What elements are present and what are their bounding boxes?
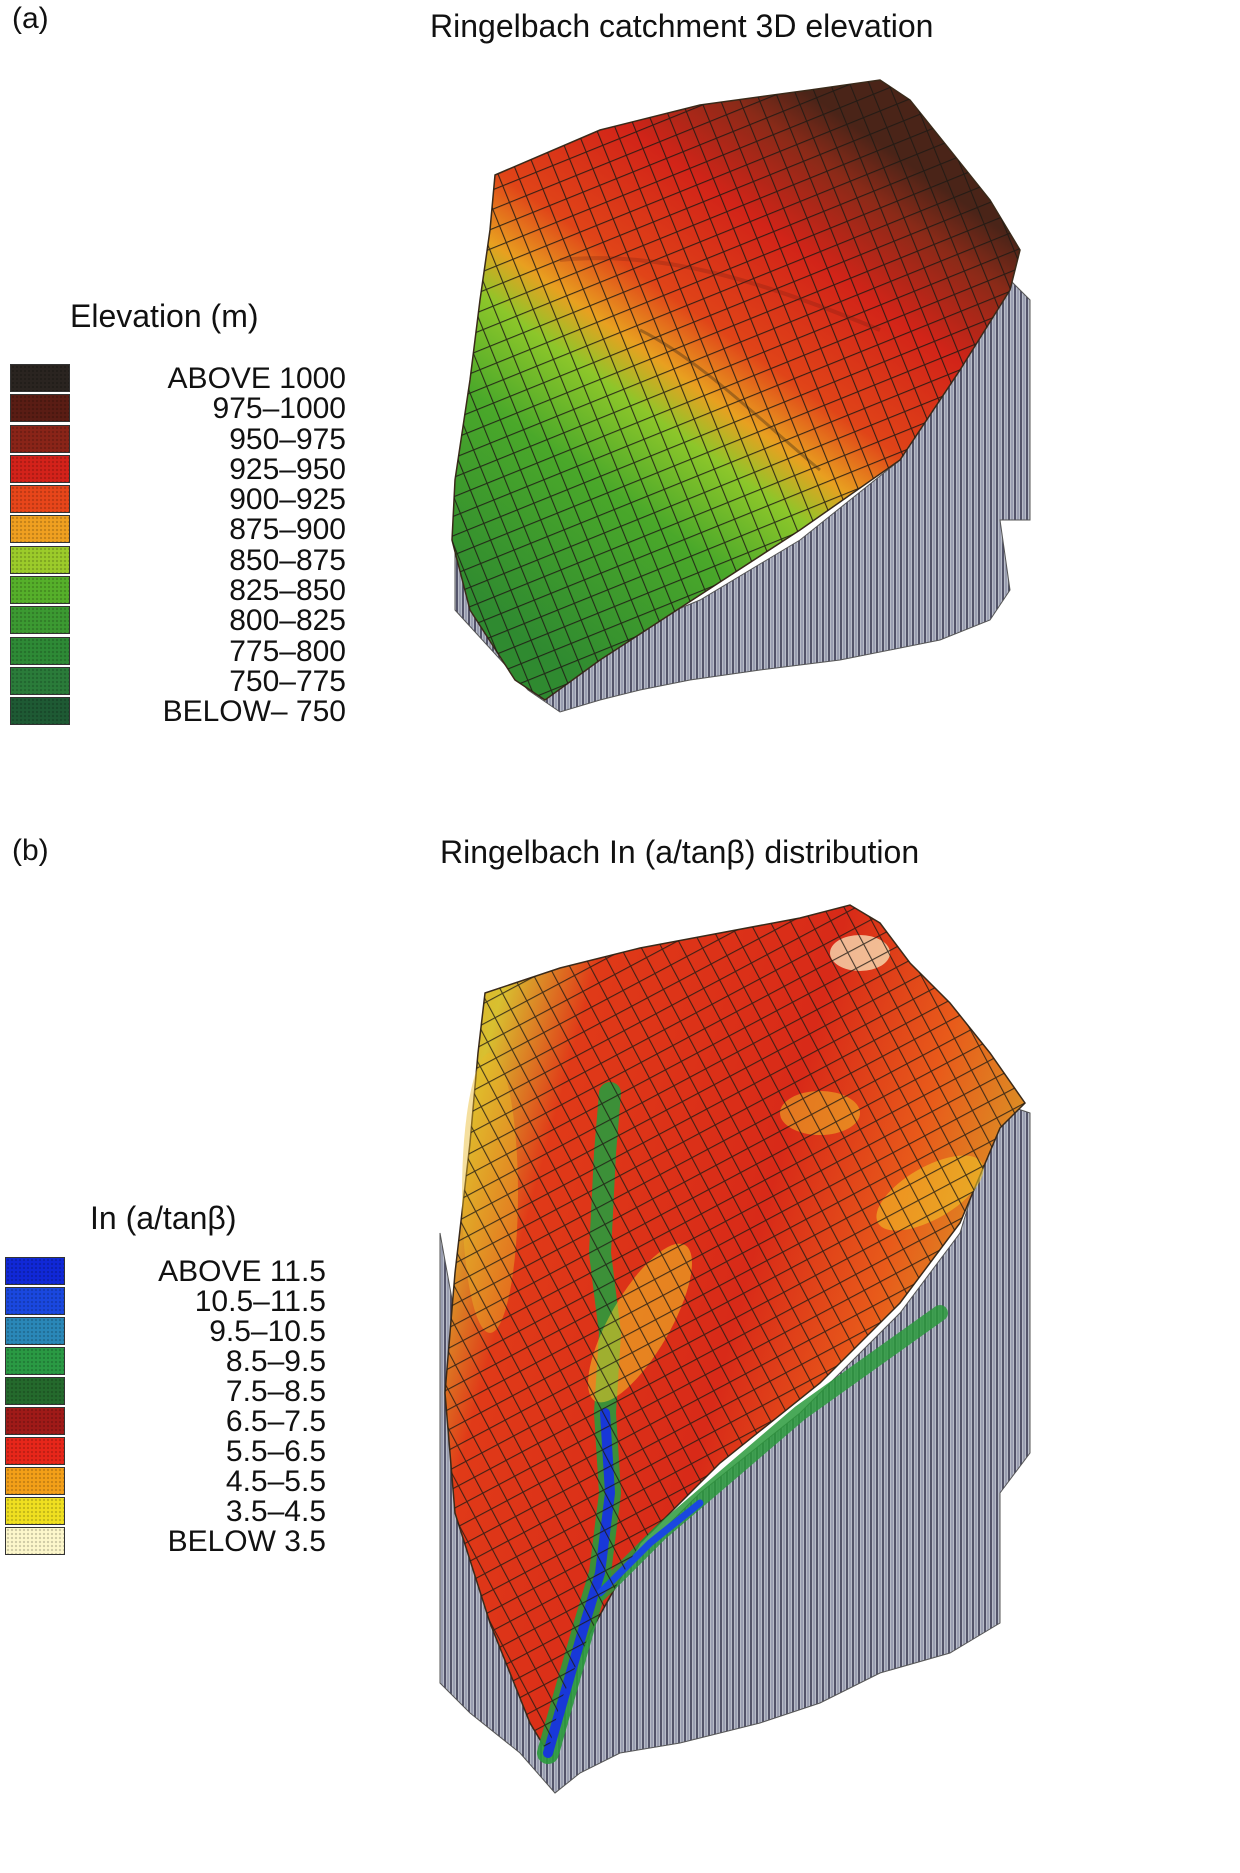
ti-legend-label: ABOVE 11.5	[158, 1255, 326, 1288]
ti-legend-label: 5.5–6.5	[225, 1435, 326, 1468]
elevation-legend-swatch	[10, 576, 70, 605]
ti-legend-item: BELOW 3.5	[5, 1523, 326, 1558]
elevation-legend-swatch	[10, 485, 70, 514]
ti-legend-swatch	[5, 1437, 65, 1465]
elevation-legend-label: 850–875	[229, 543, 346, 577]
elevation-legend-swatch	[10, 636, 70, 665]
elevation-legend-swatch	[10, 394, 70, 423]
ti-legend-swatch	[5, 1467, 65, 1495]
elevation-3d-surface	[451, 79, 1031, 713]
ti-legend-item: 7.5–8.5	[5, 1373, 326, 1408]
elevation-legend-swatch	[10, 666, 70, 695]
ti-legend-item: 10.5–11.5	[5, 1283, 326, 1318]
elevation-legend-swatch	[10, 697, 70, 726]
elevation-legend-label: 825–850	[229, 574, 346, 608]
topographic-index-3d-surface	[439, 904, 1031, 1794]
elevation-legend-swatch	[10, 545, 70, 574]
elevation-legend-label: 800–825	[229, 604, 346, 638]
ti-legend-item: 9.5–10.5	[5, 1313, 326, 1348]
topographic-index-legend: ABOVE 11.5 10.5–11.5 9.5–10.5 8.5–9.5 7.5–8.…	[5, 1253, 326, 1558]
ti-legend-swatch	[5, 1347, 65, 1375]
elevation-legend-label: 875–900	[229, 513, 346, 547]
elevation-legend-swatch	[10, 606, 70, 635]
elevation-legend-swatch	[10, 515, 70, 544]
panel-b-title: Ringelbach In (a/tanβ) distribution	[440, 834, 920, 870]
elevation-legend-label: BELOW– 750	[162, 695, 346, 729]
elevation-legend-item: 750–775	[10, 663, 346, 698]
ti-legend-item: 6.5–7.5	[5, 1403, 326, 1438]
panel-a-legend-title: Elevation (m)	[70, 298, 259, 334]
elevation-legend-swatch	[10, 364, 70, 392]
ti-legend-item: 8.5–9.5	[5, 1343, 326, 1378]
elevation-legend-item: 975–1000	[10, 390, 346, 425]
elevation-legend-item: 850–875	[10, 542, 346, 577]
ti-legend-swatch	[5, 1257, 65, 1285]
ti-legend-item: 5.5–6.5	[5, 1433, 326, 1468]
elevation-legend-item: ABOVE 1000	[10, 360, 346, 395]
elevation-legend-item: BELOW– 750	[10, 693, 346, 728]
elevation-legend-swatch	[10, 454, 70, 483]
ti-legend-label: 8.5–9.5	[225, 1345, 326, 1378]
ti-legend-label: 9.5–10.5	[209, 1315, 326, 1348]
ti-legend-label: 4.5–5.5	[225, 1465, 326, 1498]
panel-a-label: (a)	[12, 2, 49, 35]
ti-legend-item: 4.5–5.5	[5, 1463, 326, 1498]
elevation-legend-item: 925–950	[10, 451, 346, 486]
ti-legend-label: 6.5–7.5	[225, 1405, 326, 1438]
elevation-legend-label: 925–950	[229, 452, 346, 486]
ti-legend-swatch	[5, 1377, 65, 1405]
ti-legend-swatch	[5, 1317, 65, 1345]
panel-a-title: Ringelbach catchment 3D elevation	[430, 8, 934, 44]
ti-legend-item: 3.5–4.5	[5, 1493, 326, 1528]
elevation-legend-item: 875–900	[10, 511, 346, 546]
elevation-legend-label: 950–975	[229, 422, 346, 456]
elevation-legend-label: 775–800	[229, 634, 346, 668]
elevation-legend-item: 950–975	[10, 421, 346, 456]
ti-legend-label: 3.5–4.5	[225, 1495, 326, 1528]
panel-b-legend-title: In (a/tanβ)	[90, 1200, 237, 1236]
ti-legend-swatch	[5, 1527, 65, 1555]
elevation-legend-item: 800–825	[10, 602, 346, 637]
elevation-legend-item: 825–850	[10, 572, 346, 607]
elevation-legend-label: ABOVE 1000	[167, 362, 346, 395]
ti-legend-swatch	[5, 1407, 65, 1435]
ti-legend-label: 7.5–8.5	[225, 1375, 326, 1408]
elevation-legend-label: 975–1000	[212, 392, 346, 426]
elevation-legend-item: 900–925	[10, 481, 346, 516]
ti-legend-label: BELOW 3.5	[167, 1525, 326, 1558]
ti-legend-swatch	[5, 1287, 65, 1315]
elevation-legend-label: 750–775	[229, 664, 346, 698]
ti-legend-item: ABOVE 11.5	[5, 1253, 326, 1288]
ti-legend-label: 10.5–11.5	[194, 1285, 326, 1318]
elevation-legend-label: 900–925	[229, 483, 346, 517]
elevation-legend-swatch	[10, 424, 70, 453]
panel-b-label: (b)	[12, 834, 49, 867]
elevation-legend-item: 775–800	[10, 633, 346, 668]
elevation-legend: ABOVE 1000 975–1000 950–975 925–950 900–925 8…	[10, 360, 346, 728]
ti-legend-swatch	[5, 1497, 65, 1525]
